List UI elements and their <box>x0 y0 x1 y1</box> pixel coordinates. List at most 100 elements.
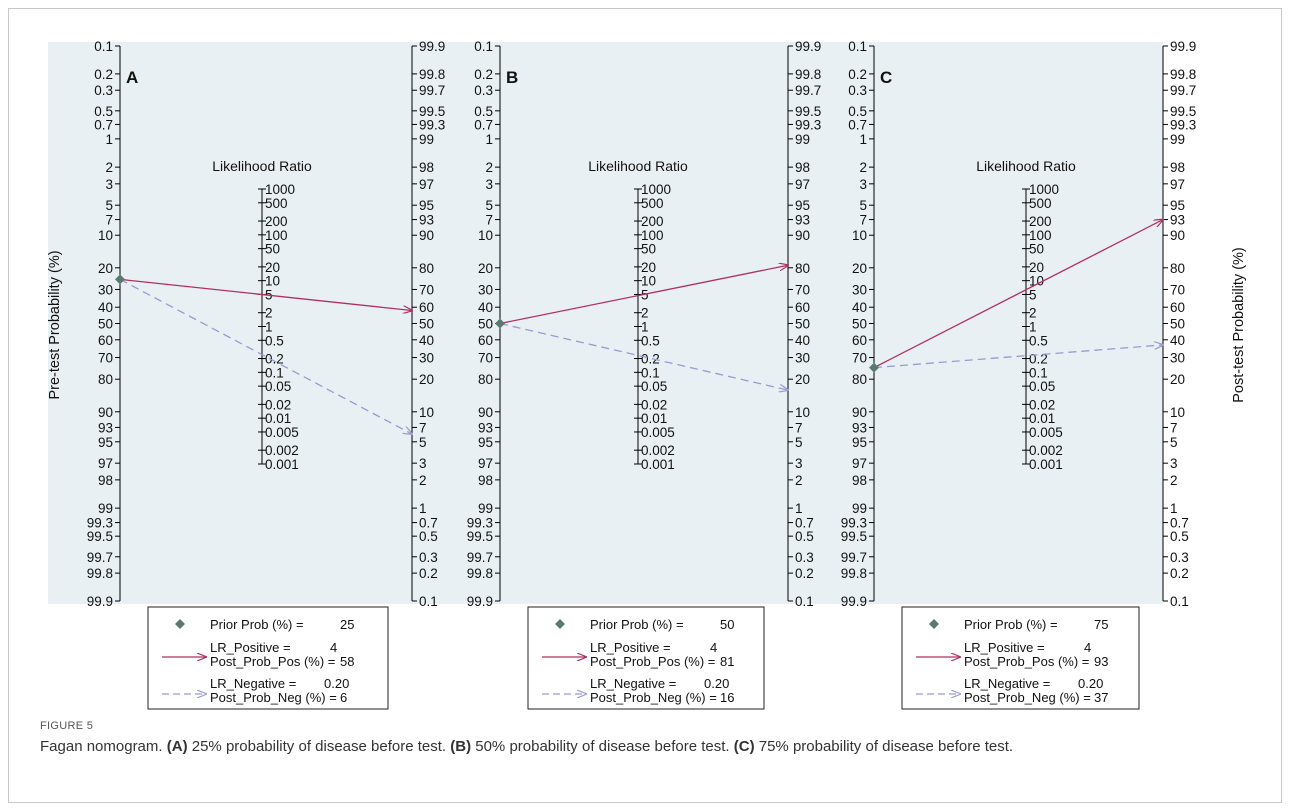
right-tick-label: 50 <box>419 317 434 332</box>
left-tick-label: 2 <box>859 160 867 175</box>
left-tick-label: 90 <box>852 405 867 420</box>
figure-label: FIGURE 5 <box>40 720 1260 732</box>
right-tick-label: 93 <box>795 213 810 228</box>
lr-tick-label: 2 <box>265 306 273 321</box>
lr-tick-label: 5 <box>1029 287 1037 302</box>
right-tick-label: 0.1 <box>795 594 814 609</box>
right-tick-label: 10 <box>1170 405 1185 420</box>
left-tick-label: 0.3 <box>474 83 493 98</box>
lr-tick-label: 0.05 <box>641 379 667 394</box>
left-tick-label: 0.7 <box>94 117 113 132</box>
right-tick-label: 40 <box>795 333 810 348</box>
lr-tick-label: 1 <box>641 320 649 335</box>
right-tick-label: 99.3 <box>1170 117 1196 132</box>
lr-tick-label: 0.001 <box>265 457 299 472</box>
lr-tick-label: 1000 <box>265 182 295 197</box>
left-tick-label: 90 <box>478 405 493 420</box>
post-test-axis-title: Post-test Probability (%) <box>1231 247 1247 403</box>
left-tick-label: 0.2 <box>94 67 113 82</box>
panel-b-title: Likelihood Ratio <box>588 158 688 174</box>
right-tick-label: 97 <box>795 177 810 192</box>
legend-post-pos-value: 58 <box>340 654 354 669</box>
left-tick-label: 98 <box>852 473 867 488</box>
left-tick-label: 93 <box>852 420 867 435</box>
caption-b-text: 50% probability of disease before test. <box>475 738 729 755</box>
right-tick-label: 7 <box>1170 420 1178 435</box>
left-tick-label: 20 <box>98 261 113 276</box>
right-tick-label: 50 <box>795 317 810 332</box>
left-tick-label: 70 <box>852 351 867 366</box>
right-tick-label: 5 <box>419 435 427 450</box>
right-tick-label: 60 <box>795 300 810 315</box>
right-tick-label: 0.3 <box>419 550 438 565</box>
legend-post-pos-label: Post_Prob_Pos (%) = <box>964 654 1089 669</box>
right-tick-label: 50 <box>1170 317 1185 332</box>
right-tick-label: 90 <box>419 228 434 243</box>
left-tick-label: 1 <box>485 132 493 147</box>
right-tick-label: 40 <box>1170 333 1185 348</box>
right-tick-label: 98 <box>419 160 434 175</box>
caption-lead: Fagan nomogram. <box>40 738 163 755</box>
right-tick-label: 99.3 <box>419 117 445 132</box>
left-tick-label: 0.7 <box>474 117 493 132</box>
left-tick-label: 99.8 <box>841 566 867 581</box>
right-tick-label: 95 <box>419 198 434 213</box>
caption-a-label: (A) <box>167 738 188 755</box>
lr-tick-label: 20 <box>1029 260 1044 275</box>
left-tick-label: 30 <box>98 282 113 297</box>
left-tick-label: 0.1 <box>94 39 113 54</box>
right-tick-label: 95 <box>1170 198 1185 213</box>
legend-post-neg-label: Post_Prob_Neg (%) = <box>210 690 337 705</box>
right-tick-label: 70 <box>1170 282 1185 297</box>
left-tick-label: 60 <box>852 333 867 348</box>
lr-tick-label: 10 <box>265 274 280 289</box>
left-tick-label: 70 <box>98 351 113 366</box>
legend-prior-label: Prior Prob (%) = <box>590 617 684 632</box>
legend-post-neg-value: 37 <box>1094 690 1108 705</box>
right-tick-label: 0.5 <box>419 529 438 544</box>
left-tick-label: 10 <box>852 228 867 243</box>
right-tick-label: 5 <box>1170 435 1178 450</box>
left-tick-label: 99.5 <box>467 529 493 544</box>
left-tick-label: 99.8 <box>467 566 493 581</box>
lr-tick-label: 0.2 <box>641 352 660 367</box>
left-tick-label: 0.1 <box>474 39 493 54</box>
right-tick-label: 10 <box>795 405 810 420</box>
panel-a-title: Likelihood Ratio <box>212 158 312 174</box>
right-tick-label: 3 <box>795 456 803 471</box>
legend-post-pos-label: Post_Prob_Pos (%) = <box>590 654 715 669</box>
lr-tick-label: 0.01 <box>265 411 291 426</box>
lr-tick-label: 0.002 <box>265 443 299 458</box>
right-tick-label: 98 <box>1170 160 1185 175</box>
right-tick-label: 3 <box>1170 456 1178 471</box>
lr-tick-label: 0.02 <box>641 397 667 412</box>
left-tick-label: 99 <box>478 501 493 516</box>
lr-tick-label: 1000 <box>641 182 671 197</box>
left-tick-label: 0.2 <box>848 67 867 82</box>
right-tick-label: 99.9 <box>1170 39 1196 54</box>
right-tick-label: 20 <box>419 372 434 387</box>
left-tick-label: 60 <box>98 333 113 348</box>
right-tick-label: 99.8 <box>419 67 445 82</box>
left-tick-label: 3 <box>859 177 867 192</box>
right-tick-label: 99.8 <box>795 67 821 82</box>
right-tick-label: 30 <box>1170 351 1185 366</box>
left-tick-label: 7 <box>485 213 493 228</box>
legend-lr-pos-label: LR_Positive = <box>210 640 291 655</box>
left-tick-label: 0.7 <box>848 117 867 132</box>
right-tick-label: 99.7 <box>795 83 821 98</box>
right-tick-label: 99 <box>419 132 434 147</box>
left-tick-label: 99.9 <box>467 594 493 609</box>
right-tick-label: 30 <box>419 351 434 366</box>
lr-tick-label: 0.001 <box>1029 457 1063 472</box>
right-tick-label: 80 <box>795 261 810 276</box>
left-tick-label: 5 <box>485 198 493 213</box>
left-tick-label: 50 <box>98 317 113 332</box>
lr-tick-label: 50 <box>265 242 280 257</box>
left-tick-label: 0.1 <box>848 39 867 54</box>
left-tick-label: 40 <box>98 300 113 315</box>
left-tick-label: 80 <box>478 372 493 387</box>
right-tick-label: 99.9 <box>795 39 821 54</box>
lr-tick-label: 100 <box>1029 228 1052 243</box>
left-tick-label: 99.5 <box>87 529 113 544</box>
